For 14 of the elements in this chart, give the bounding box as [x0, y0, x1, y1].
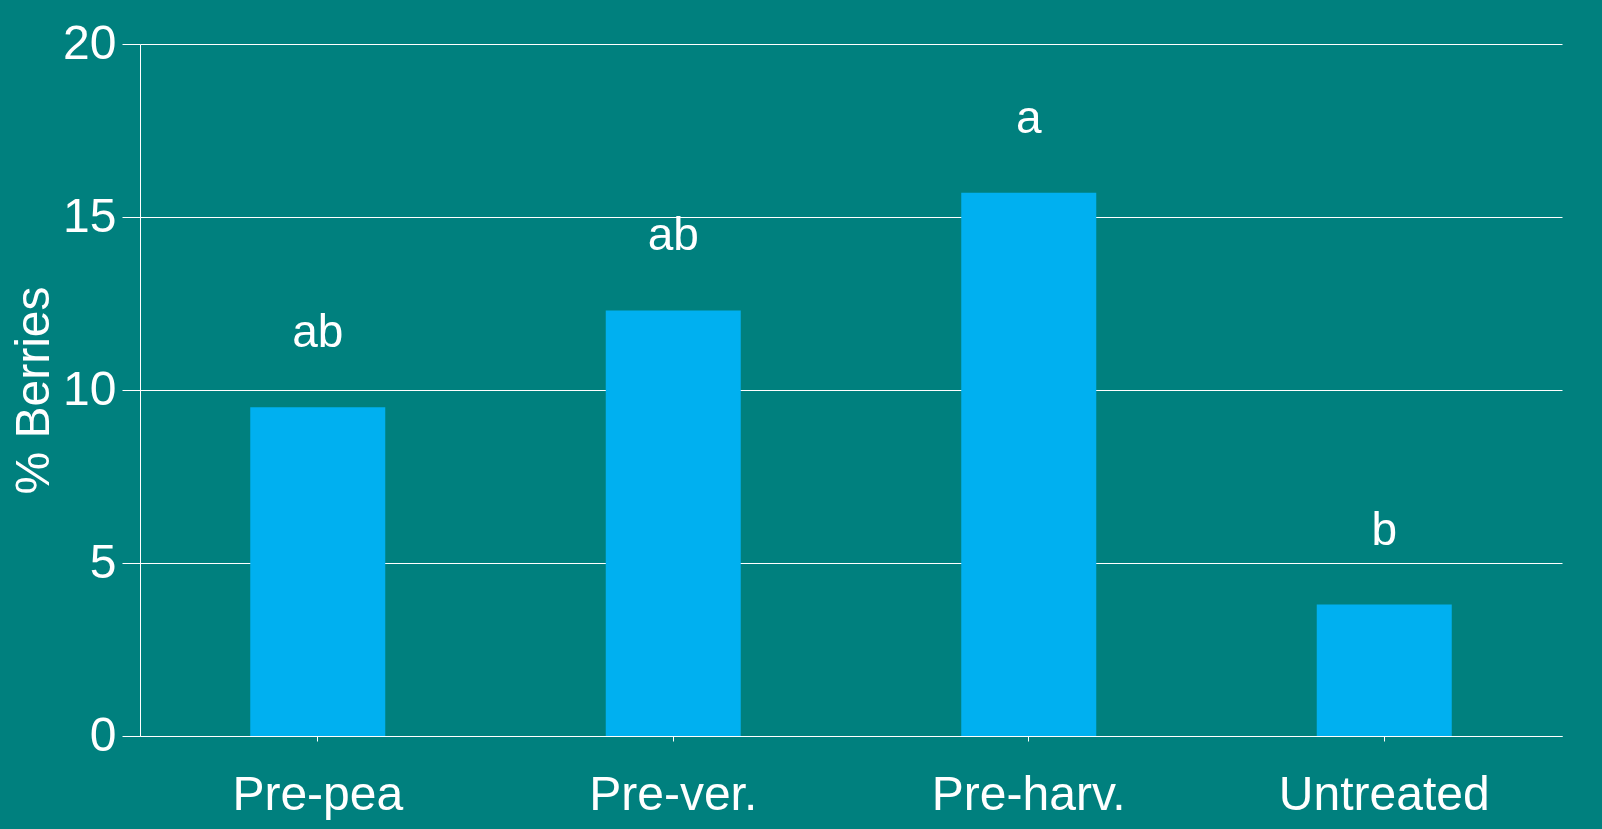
x-tick-label: Pre-pea: [232, 766, 404, 820]
annotation: ab: [647, 208, 699, 261]
annotation: b: [1371, 502, 1398, 555]
y-tick-label: 20: [63, 15, 117, 69]
annotation: ab: [292, 305, 344, 358]
x-tick-label: Untreated: [1278, 766, 1490, 820]
annotation: a: [1015, 90, 1042, 143]
y-tick-label: 15: [63, 188, 117, 242]
y-axis-title: % Berries: [6, 286, 60, 495]
y-tick-label: 10: [63, 361, 117, 415]
x-tick-label: Pre-harv.: [931, 766, 1126, 820]
y-tick-label: 0: [89, 707, 117, 761]
y-tick-label: 5: [89, 534, 117, 588]
x-tick-label: Pre-ver.: [589, 766, 758, 820]
